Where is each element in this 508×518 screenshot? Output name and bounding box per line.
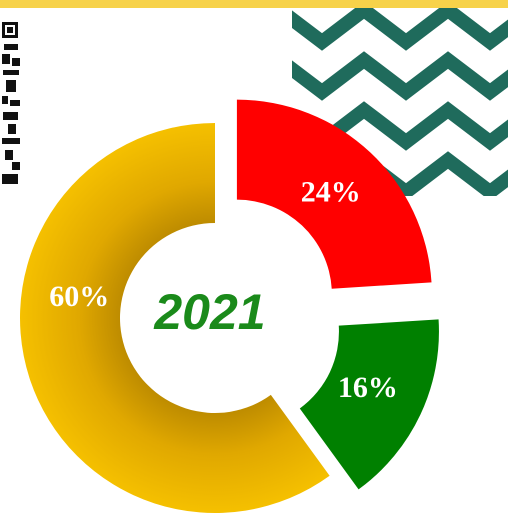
qr-strip bbox=[2, 22, 20, 184]
slice-label: 16% bbox=[338, 371, 398, 404]
center-title: 2021 bbox=[153, 284, 265, 340]
top-bar bbox=[0, 0, 508, 8]
slice-label: 60% bbox=[49, 280, 109, 313]
slice-label: 24% bbox=[301, 176, 361, 209]
page: 24% 16% 60% 2021 bbox=[0, 0, 508, 518]
